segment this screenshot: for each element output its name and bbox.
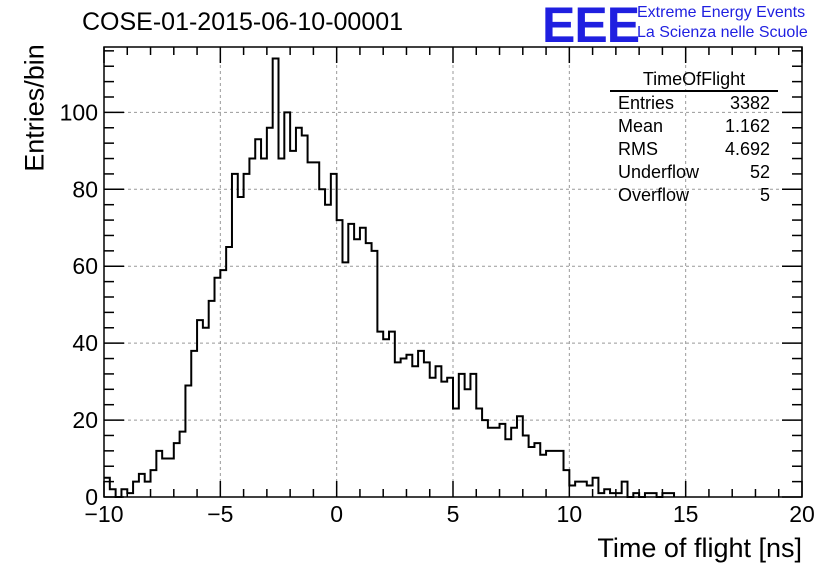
x-tick-label: 5 bbox=[447, 501, 460, 527]
y-axis-label: Entries/bin bbox=[19, 44, 50, 172]
stats-row-mean: Mean 1.162 bbox=[610, 115, 778, 138]
x-tick-label: −5 bbox=[207, 501, 233, 527]
y-tick-label: 100 bbox=[60, 99, 98, 125]
logo-caption: Extreme Energy Events La Scienza nelle S… bbox=[637, 3, 808, 43]
stats-row-rms: RMS 4.692 bbox=[610, 138, 778, 161]
stats-label: Entries bbox=[618, 93, 675, 113]
x-axis-label: Time of flight [ns] bbox=[597, 533, 802, 563]
stats-label: RMS bbox=[618, 139, 658, 159]
y-tick-label: 80 bbox=[72, 176, 98, 202]
x-tick-label: 20 bbox=[789, 501, 815, 527]
x-tick-label: −10 bbox=[84, 501, 123, 527]
y-tick-label: 0 bbox=[85, 484, 98, 510]
x-tick-label: 15 bbox=[673, 501, 699, 527]
histogram-line bbox=[104, 57, 676, 498]
y-tick-label: 20 bbox=[72, 407, 98, 433]
tick-labels: −10 −5 0 5 10 15 20 0 20 40 60 80 100 bbox=[60, 99, 815, 527]
logo-line-2: La Scienza nelle Scuole bbox=[637, 24, 808, 41]
stats-value: 52 bbox=[749, 162, 770, 182]
stats-label: Underflow bbox=[618, 162, 700, 182]
stats-value: 3382 bbox=[729, 93, 770, 113]
stats-label: Overflow bbox=[618, 185, 690, 205]
stats-name: TimeOfFlight bbox=[610, 68, 778, 92]
stats-row-underflow: Underflow 52 bbox=[610, 161, 778, 184]
stats-value: 1.162 bbox=[724, 116, 770, 136]
axis-ticks bbox=[103, 47, 803, 498]
x-tick-label: 10 bbox=[557, 501, 583, 527]
grid-lines bbox=[104, 47, 802, 497]
stats-value: 4.692 bbox=[724, 139, 770, 159]
chart-title: COSE-01-2015-06-10-00001 bbox=[82, 8, 404, 36]
y-tick-label: 60 bbox=[72, 253, 98, 279]
y-tick-label: 40 bbox=[72, 330, 98, 356]
stats-box: TimeOfFlight Entries 3382 Mean 1.162 RMS… bbox=[610, 68, 778, 207]
stats-label: Mean bbox=[618, 116, 664, 136]
stats-row-entries: Entries 3382 bbox=[610, 92, 778, 115]
stats-value: 5 bbox=[759, 185, 770, 205]
logo-line-1: Extreme Energy Events bbox=[637, 4, 806, 21]
eee-logo: EEE bbox=[542, 0, 640, 53]
stats-row-overflow: Overflow 5 bbox=[610, 184, 778, 207]
x-tick-label: 0 bbox=[330, 501, 343, 527]
